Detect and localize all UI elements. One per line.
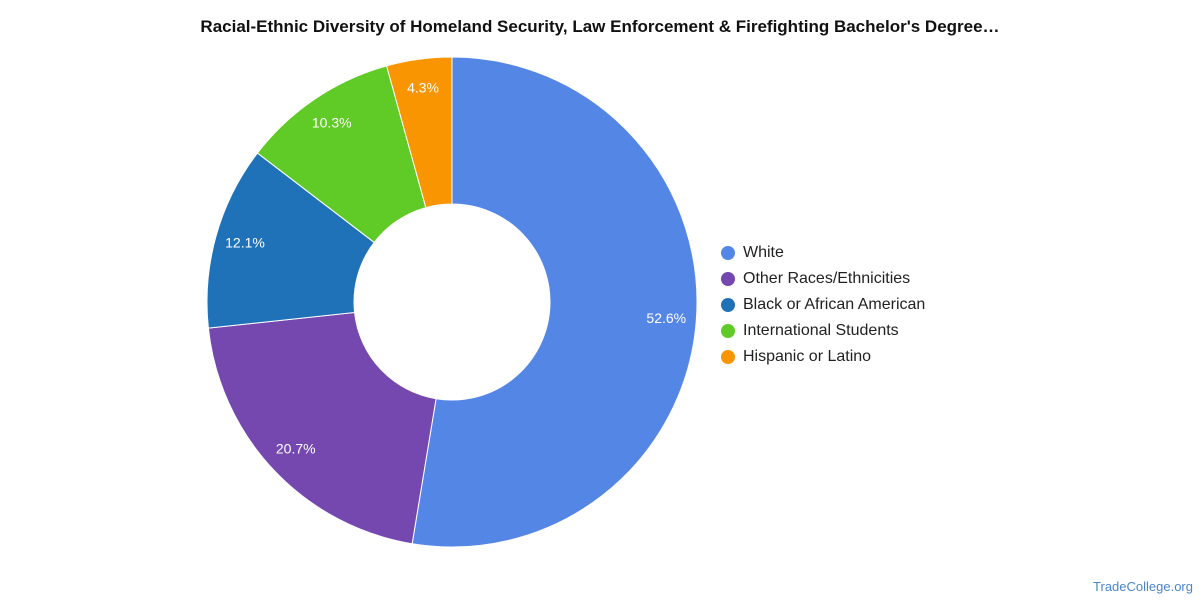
legend: White Other Races/Ethnicities Black or A… <box>721 240 925 370</box>
legend-item-white[interactable]: White <box>721 240 925 266</box>
legend-swatch-white <box>721 246 735 260</box>
legend-item-international[interactable]: International Students <box>721 318 925 344</box>
legend-swatch-black <box>721 298 735 312</box>
slice-international[interactable] <box>256 65 427 244</box>
slice-black[interactable] <box>206 152 375 329</box>
slice-label-white: 52.6% <box>646 310 686 326</box>
legend-swatch-hispanic <box>721 350 735 364</box>
legend-label-hispanic: Hispanic or Latino <box>743 348 872 365</box>
slice-label-other-races: 20.7% <box>276 440 316 456</box>
slice-label-international: 10.3% <box>312 115 352 131</box>
legend-item-hispanic[interactable]: Hispanic or Latino <box>721 344 925 370</box>
slice-label-black: 12.1% <box>225 235 265 251</box>
legend-item-black[interactable]: Black or African American <box>721 292 925 318</box>
legend-swatch-other-races <box>721 272 735 286</box>
slice-other-races[interactable] <box>207 311 437 545</box>
legend-label-white: White <box>743 244 784 261</box>
legend-item-other-races[interactable]: Other Races/Ethnicities <box>721 266 925 292</box>
legend-swatch-international <box>721 324 735 338</box>
chart-title: Racial-Ethnic Diversity of Homeland Secu… <box>200 17 1000 36</box>
slice-hispanic[interactable] <box>385 56 453 209</box>
slice-label-hispanic: 4.3% <box>407 80 439 96</box>
slice-white[interactable] <box>411 56 698 548</box>
legend-label-other-races: Other Races/Ethnicities <box>743 270 911 287</box>
source-credit[interactable]: TradeCollege.org <box>1093 579 1193 594</box>
legend-label-international: International Students <box>743 322 899 339</box>
legend-label-black: Black or African American <box>743 296 926 313</box>
